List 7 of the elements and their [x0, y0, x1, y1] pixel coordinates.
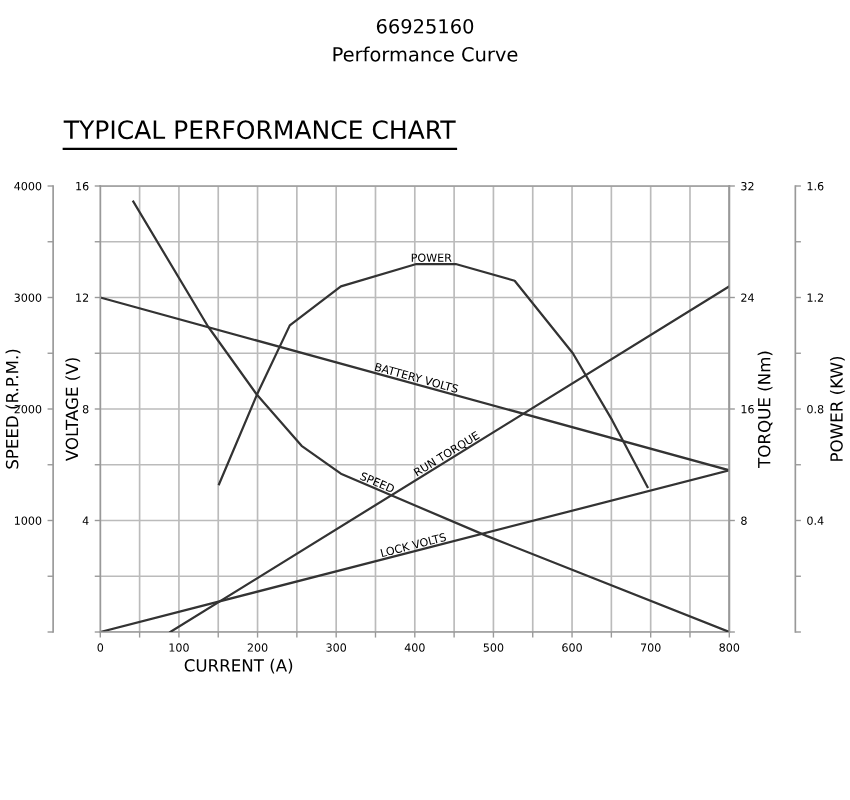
- text: TYPICAL PERFORMANCE CHART: [63, 120, 456, 140]
- chart-subtitle: Performance Curve: [333, 46, 518, 62]
- y2-axis-title: POWER (KW): [829, 357, 845, 461]
- x-axis-title: CURRENT (A): [184, 658, 293, 674]
- chart-title: 66925160: [376, 18, 474, 34]
- y-axis-title: VOLTAGE (V): [65, 358, 81, 462]
- y-axis-title: TORQUE (Nm): [757, 351, 773, 468]
